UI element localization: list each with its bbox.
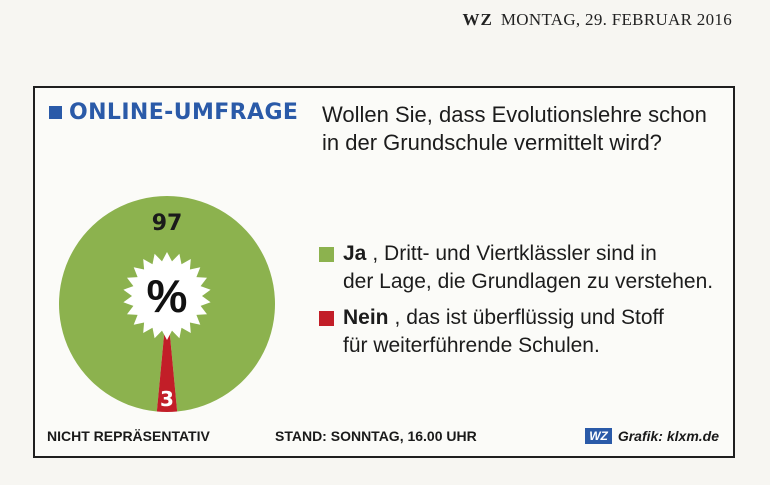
footer-note: NICHT REPRÄSENTATIV: [47, 428, 210, 444]
question-line-1: Wollen Sie, dass Evolutionslehre schon: [322, 102, 707, 127]
credit-text: Grafik: klxm.de: [617, 428, 719, 444]
wz-logo: WZ: [585, 428, 612, 444]
percent-symbol: %: [147, 270, 188, 322]
pie-svg: % 97 3: [58, 196, 275, 412]
legend-desc-nein-1: das ist überflüssig und Stoff: [406, 306, 664, 329]
footer-credit: WZ Grafik: klxm.de: [585, 428, 719, 444]
legend-item-nein: Nein, das ist überflüssig und Stoff für …: [319, 304, 719, 360]
legend-desc-ja-1: Dritt- und Viertklässler sind in: [384, 242, 657, 265]
heading-text: ONLINE-UMFRAGE: [69, 100, 299, 125]
pie-label-nein: 3: [160, 387, 174, 411]
legend-desc-ja-2: der Lage, die Grundlagen zu verstehen.: [343, 270, 714, 293]
percent-starburst-icon: [123, 252, 211, 340]
survey-card: ONLINE-UMFRAGE Wollen Sie, dass Evolutio…: [33, 86, 735, 458]
legend: Ja, Dritt- und Viertklässler sind in der…: [319, 240, 719, 368]
heading-square-icon: [49, 106, 62, 119]
masthead-date: MONTAG, 29. FEBRUAR 2016: [500, 10, 732, 29]
masthead-brand: WZ: [462, 10, 493, 29]
legend-item-ja: Ja, Dritt- und Viertklässler sind in der…: [319, 240, 719, 296]
survey-question: Wollen Sie, dass Evolutionslehre schon i…: [322, 101, 722, 157]
legend-swatch-nein: [319, 311, 334, 326]
pie-chart: % 97 3: [55, 194, 279, 414]
legend-label-ja: Ja: [343, 242, 367, 265]
legend-sep-nein: ,: [394, 306, 401, 329]
legend-label-nein: Nein: [343, 306, 389, 329]
legend-swatch-ja: [319, 247, 334, 262]
pie-label-ja: 97: [152, 211, 183, 236]
survey-heading: ONLINE-UMFRAGE: [49, 100, 298, 125]
question-line-2: in der Grundschule vermittelt wird?: [322, 130, 662, 155]
masthead: WZ MONTAG, 29. FEBRUAR 2016: [463, 10, 732, 30]
pie-slice-nein: [156, 304, 178, 412]
legend-sep-ja: ,: [372, 242, 379, 265]
footer-stand: STAND: SONNTAG, 16.00 UHR: [275, 428, 477, 444]
legend-desc-nein-2: für weiterführende Schulen.: [343, 334, 600, 357]
